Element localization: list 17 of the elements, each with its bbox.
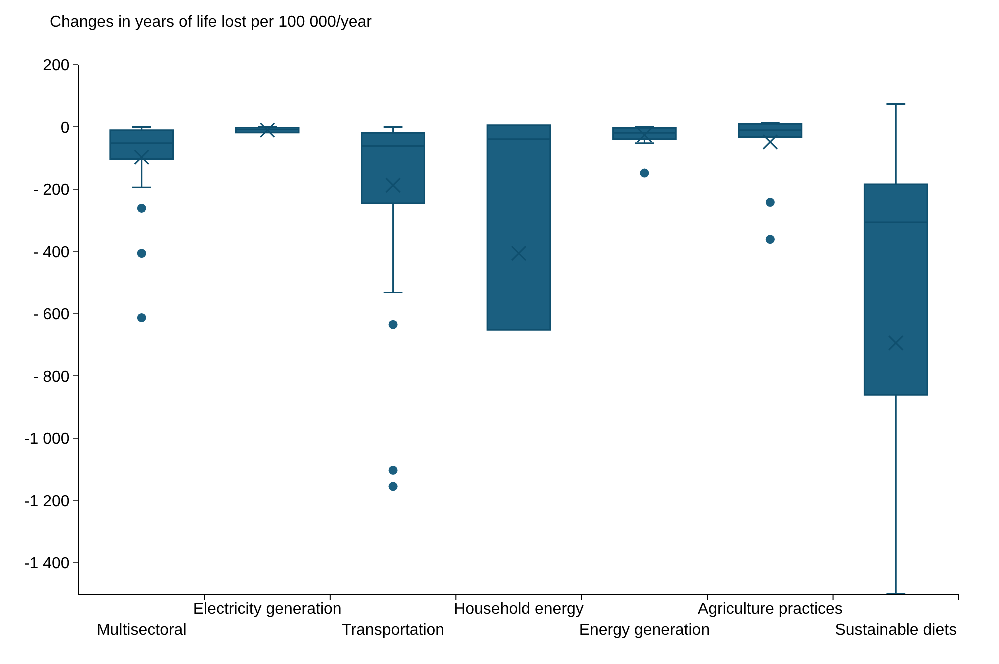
y-tick-label: - 200 [33,182,70,200]
y-tick-label: -1 200 [24,493,70,510]
x-tick-label: Agriculture practices [698,601,843,618]
x-tick-label: Electricity generation [193,601,342,618]
y-tick-label: - 600 [33,306,70,324]
y-tick-label: 0 [60,120,70,137]
y-tick-label: 200 [43,58,70,75]
x-tick-label: Household energy [454,601,584,618]
y-axis-title: Changes in years of life lost per 100 000/year [50,14,373,31]
x-tick-label: Multisectoral [96,622,187,639]
y-tick-label: - 800 [33,368,70,386]
y-tick-label: -1 000 [24,431,70,448]
x-tick-label: Sustainable diets [835,622,958,639]
x-tick-label: Energy generation [579,622,710,639]
y-tick-label: -1 400 [24,555,70,572]
y-tick-label: - 400 [33,244,70,262]
x-tick-label: Transportation [342,622,445,639]
